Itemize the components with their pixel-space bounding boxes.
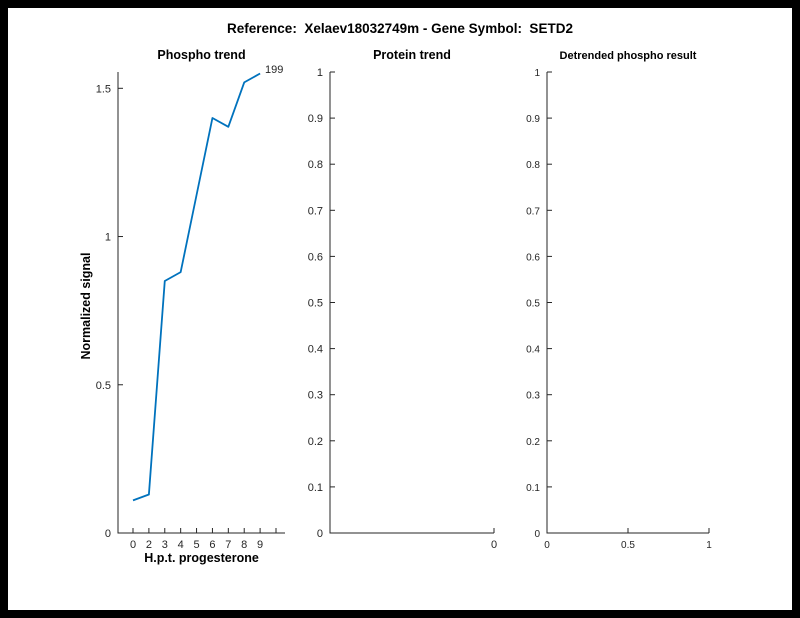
- phospho-y-axis-label-text: Normalized signal: [79, 252, 93, 360]
- x-tick-label: 0: [544, 540, 550, 551]
- y-tick-label: 0.1: [526, 483, 540, 494]
- y-tick-label: 1: [534, 68, 540, 79]
- y-tick-label: 0.6: [526, 252, 540, 263]
- y-tick-label: 0.7: [308, 205, 323, 217]
- x-tick-label: 8: [241, 539, 247, 551]
- y-tick-label: 0.8: [526, 160, 540, 171]
- y-tick-label: 0: [105, 528, 111, 540]
- y-tick-label: 0.1: [308, 482, 323, 494]
- x-tick-label: 6: [209, 539, 215, 551]
- phospho-x-axis-label: H.p.t. progesterone: [144, 551, 259, 565]
- x-tick-label: 9: [257, 539, 263, 551]
- phospho-site-annotation: 199: [265, 64, 284, 76]
- y-tick-label: 0.3: [526, 391, 540, 402]
- protein-trend-spines: [329, 72, 494, 534]
- x-tick-label: 0.5: [621, 540, 635, 551]
- y-tick-label: 0.2: [526, 437, 540, 448]
- y-tick-label: 0.4: [526, 345, 540, 356]
- y-tick-label: 0.3: [308, 390, 323, 402]
- y-tick-label: 0.2: [308, 436, 323, 448]
- detrended-phospho-result-axes: 0 0.1 0.2 0.3 0.4 0.5 0.6 0.7 0.8 0.9 1 0 0.5 1: [526, 68, 712, 551]
- y-tick-label: 1.5: [96, 83, 111, 95]
- protein-trend-title: Protein trend: [373, 48, 451, 62]
- x-tick-label: 4: [178, 539, 184, 551]
- y-tick-label: 1: [105, 232, 111, 244]
- y-tick-label: 0.9: [526, 114, 540, 125]
- phospho-trend-spines: [117, 72, 285, 534]
- y-tick-label: 0: [534, 529, 540, 540]
- y-tick-label: 0.5: [526, 299, 540, 310]
- y-tick-label: 0.6: [308, 251, 323, 263]
- x-tick-label: 5: [193, 539, 199, 551]
- x-tick-label: 7: [225, 539, 231, 551]
- figure-background: [8, 8, 792, 610]
- x-tick-label: 3: [162, 539, 168, 551]
- y-tick-label: 0.5: [308, 298, 323, 310]
- y-tick-label: 0.9: [308, 113, 323, 125]
- y-tick-label: 0.4: [308, 344, 323, 356]
- x-tick-label: 0: [491, 539, 497, 551]
- y-tick-label: 0.8: [308, 159, 323, 171]
- x-tick-label: 1: [706, 540, 712, 551]
- detrended-phospho-result-spines: [546, 72, 709, 534]
- y-tick-label: 0: [317, 528, 323, 540]
- phospho-trend-title: Phospho trend: [157, 48, 246, 62]
- x-tick-label: 2: [146, 539, 152, 551]
- figure-title: Reference: Xelaev18032749m - Gene Symbol…: [227, 21, 573, 36]
- y-tick-label: 0.5: [96, 380, 111, 392]
- y-tick-label: 1: [317, 67, 323, 79]
- protein-trend-axes: 0 0.1 0.2 0.3 0.4 0.5 0.6 0.7 0.8 0.9 1 0: [308, 67, 497, 551]
- phospho-trend-axes: 00.511.50 2 3 4 5 6 7 8 9: [96, 72, 285, 551]
- phospho-trend-line: [132, 72, 261, 502]
- x-tick-label: 0: [130, 539, 136, 551]
- detrended-phospho-title: Detrended phospho result: [559, 50, 697, 62]
- y-tick-label: 0.7: [526, 206, 540, 217]
